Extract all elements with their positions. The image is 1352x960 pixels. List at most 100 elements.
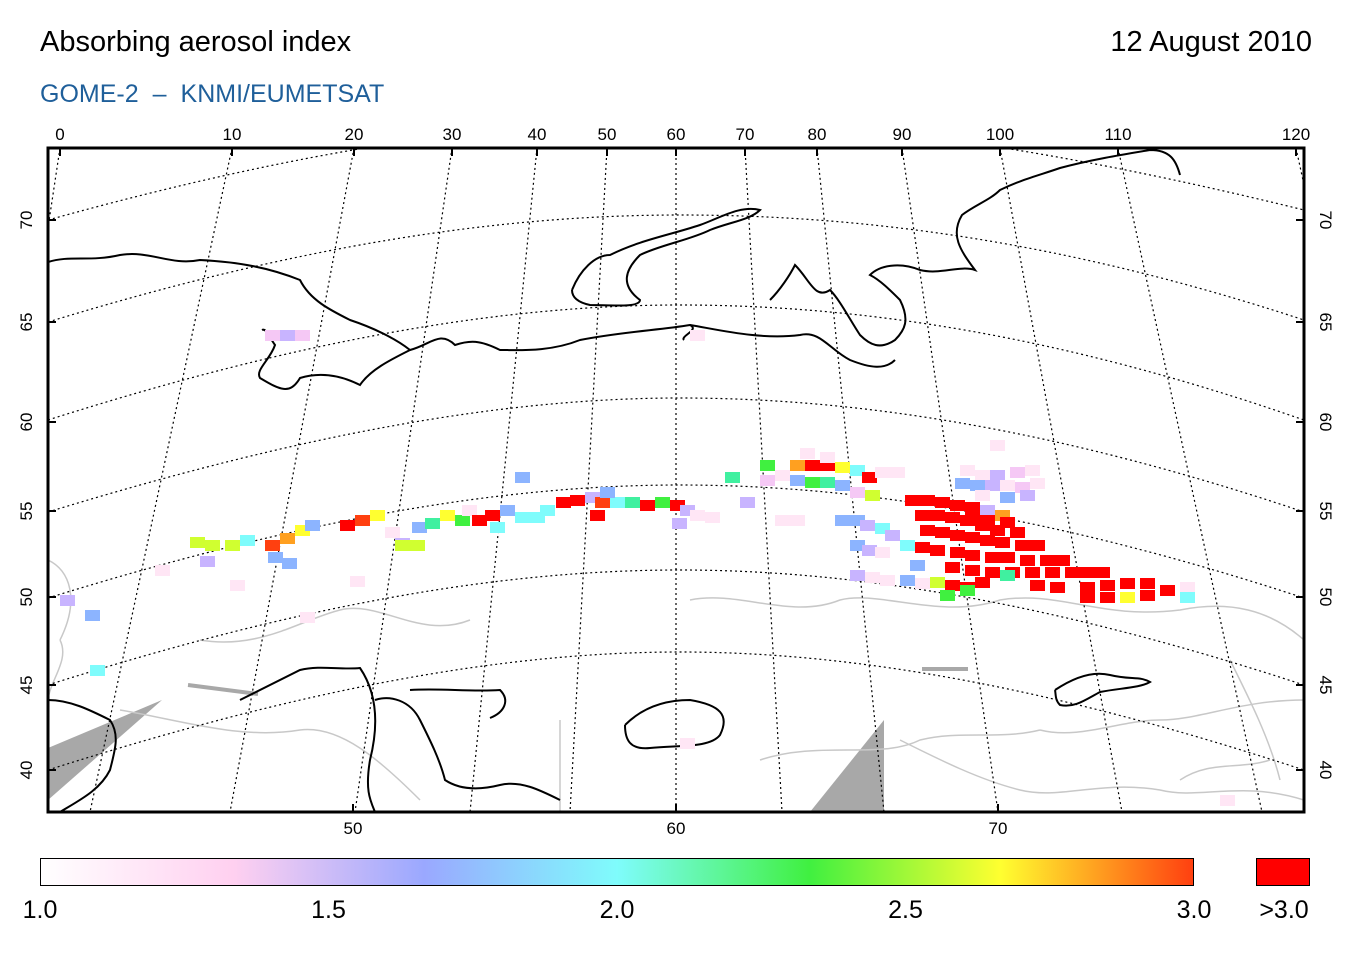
aerosol-cell bbox=[425, 518, 440, 529]
aerosol-cell bbox=[975, 470, 990, 481]
aerosol-cell bbox=[930, 577, 945, 588]
aerosol-cell bbox=[595, 497, 610, 508]
aerosol-cell bbox=[985, 480, 1000, 491]
aerosol-cell bbox=[90, 665, 105, 676]
aerosol-cell bbox=[985, 552, 1000, 563]
aerosol-cell bbox=[200, 556, 215, 567]
aerosol-cell bbox=[900, 540, 915, 551]
aerosol-cell bbox=[890, 467, 905, 478]
aerosol-cell bbox=[1180, 592, 1195, 603]
aerosol-cell bbox=[410, 540, 425, 551]
aerosol-cell bbox=[1140, 590, 1155, 601]
aerosol-cell bbox=[385, 527, 400, 538]
longitude-label-top: 90 bbox=[893, 125, 912, 144]
aerosol-cell bbox=[670, 500, 685, 511]
aerosol-cell bbox=[370, 510, 385, 521]
colorbar-tick-label: 1.0 bbox=[22, 896, 58, 924]
aerosol-cell bbox=[295, 330, 310, 341]
aerosol-cell bbox=[865, 572, 880, 583]
longitude-label-top: 50 bbox=[598, 125, 617, 144]
aerosol-cell bbox=[935, 527, 950, 538]
aerosol-cell bbox=[990, 440, 1005, 451]
aerosol-cell bbox=[955, 478, 970, 489]
longitude-label-bottom: 50 bbox=[344, 819, 363, 838]
aerosol-cell bbox=[1095, 567, 1110, 578]
aerosol-cell bbox=[835, 462, 850, 473]
latitude-label-right: 50 bbox=[1316, 588, 1335, 607]
aerosol-cell bbox=[1030, 478, 1045, 489]
aerosol-cell bbox=[355, 515, 370, 526]
aerosol-cell bbox=[1010, 527, 1025, 538]
aerosol-cell bbox=[975, 577, 990, 588]
aerosol-cell bbox=[790, 460, 805, 471]
aerosol-cell bbox=[705, 512, 720, 523]
aerosol-cell bbox=[280, 330, 295, 341]
aerosol-cell bbox=[1065, 567, 1080, 578]
latitude-label-left: 50 bbox=[17, 588, 36, 607]
aerosol-cell bbox=[1050, 582, 1065, 593]
latitude-label-left: 40 bbox=[17, 761, 36, 780]
coastlines bbox=[48, 148, 1181, 812]
aerosol-cell bbox=[805, 460, 820, 471]
map-date: 12 August 2010 bbox=[1110, 26, 1312, 58]
aerosol-cell bbox=[155, 565, 170, 576]
aerosol-cell bbox=[190, 537, 205, 548]
aerosol-cell bbox=[280, 533, 295, 544]
aerosol-cell bbox=[472, 515, 487, 526]
aerosol-cell bbox=[960, 585, 975, 596]
colorbar-tick-label: 2.5 bbox=[888, 896, 923, 924]
aerosol-cell bbox=[1010, 467, 1025, 478]
aerosol-cell bbox=[1220, 795, 1235, 806]
aerosol-cell bbox=[862, 472, 877, 483]
aerosol-cell bbox=[980, 535, 995, 546]
aerosol-cell bbox=[240, 535, 255, 546]
aerosol-cell bbox=[1000, 552, 1015, 563]
aerosol-cell bbox=[282, 558, 297, 569]
aerosol-cell bbox=[1160, 585, 1175, 596]
no-data-area-west bbox=[48, 700, 162, 800]
axis-ticks bbox=[48, 148, 1304, 812]
aerosol-cell bbox=[885, 530, 900, 541]
aerosol-cell bbox=[690, 330, 705, 341]
aerosol-cell bbox=[225, 540, 240, 551]
aerosol-cell bbox=[1015, 482, 1030, 493]
aerosol-cell bbox=[915, 578, 930, 589]
aerosol-cell bbox=[835, 515, 850, 526]
aerosol-cell bbox=[1025, 465, 1040, 476]
aerosol-cell bbox=[920, 495, 935, 506]
aerosol-cell bbox=[1080, 582, 1095, 593]
aerosol-cell bbox=[1025, 567, 1040, 578]
aerosol-cell bbox=[60, 595, 75, 606]
aerosol-cell bbox=[965, 550, 980, 561]
axis-labels: 0 10 20 30 40 50 60 70 80 90 100 110 120 50 60 70 40 40 45… bbox=[17, 125, 1335, 838]
aerosol-cell bbox=[515, 512, 530, 523]
aerosol-cell bbox=[725, 472, 740, 483]
latitude-label-right: 40 bbox=[1316, 761, 1335, 780]
aerosol-cell bbox=[850, 465, 865, 476]
longitude-label-top: 110 bbox=[1104, 125, 1131, 144]
aerosol-cell bbox=[205, 540, 220, 551]
aerosol-cell bbox=[350, 576, 365, 587]
aerosol-cell bbox=[980, 505, 995, 516]
longitude-label-top: 30 bbox=[443, 125, 462, 144]
aerosol-cell bbox=[995, 537, 1010, 548]
aerosol-cell bbox=[585, 492, 600, 503]
aerosol-cell bbox=[975, 490, 990, 501]
aerosol-cell bbox=[835, 480, 850, 491]
aerosol-cell bbox=[990, 525, 1005, 536]
aerosol-cell bbox=[1030, 540, 1045, 551]
colorbar-overflow-label: >3.0 bbox=[1259, 896, 1309, 924]
aerosol-cell bbox=[640, 500, 655, 511]
aerosol-cell bbox=[860, 520, 875, 531]
colorbar-overflow-swatch bbox=[1256, 858, 1310, 886]
longitude-label-top: 70 bbox=[736, 125, 755, 144]
aerosol-cell bbox=[1140, 578, 1155, 589]
aerosol-cell bbox=[850, 487, 865, 498]
latitude-label-right: 70 bbox=[1316, 211, 1335, 230]
longitude-label-top: 0 bbox=[55, 125, 64, 144]
longitude-label-top: 100 bbox=[986, 125, 1014, 144]
source-label: KNMI/EUMETSAT bbox=[180, 80, 385, 108]
aerosol-cell bbox=[950, 500, 965, 511]
aerosol-cell bbox=[940, 590, 955, 601]
